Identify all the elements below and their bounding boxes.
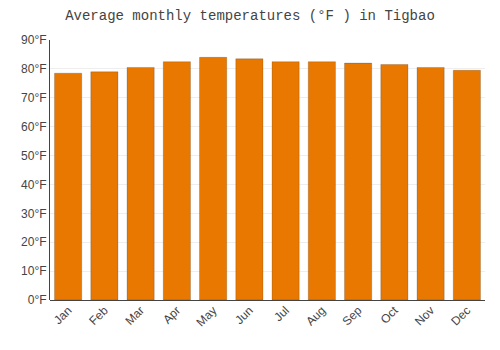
svg-text:30°F: 30°F	[21, 207, 46, 221]
svg-text:Mar: Mar	[122, 303, 147, 328]
svg-text:50°F: 50°F	[21, 149, 46, 163]
svg-text:20°F: 20°F	[21, 235, 46, 249]
svg-text:Average monthly temperatures (: Average monthly temperatures (°F ) in Ti…	[65, 8, 435, 24]
svg-text:May: May	[194, 303, 220, 329]
svg-text:Oct: Oct	[378, 303, 402, 327]
svg-text:70°F: 70°F	[21, 91, 46, 105]
svg-text:Aug: Aug	[303, 303, 328, 328]
svg-text:Dec: Dec	[448, 303, 473, 328]
svg-text:Feb: Feb	[86, 303, 111, 328]
svg-text:Sep: Sep	[339, 303, 364, 328]
svg-text:Jul: Jul	[271, 303, 292, 324]
svg-text:0°F: 0°F	[28, 293, 47, 307]
svg-text:40°F: 40°F	[21, 178, 46, 192]
svg-text:60°F: 60°F	[21, 120, 46, 134]
svg-text:Apr: Apr	[160, 303, 183, 326]
svg-text:10°F: 10°F	[21, 264, 46, 278]
svg-text:Jun: Jun	[232, 303, 256, 327]
svg-text:80°F: 80°F	[21, 62, 46, 76]
svg-text:Nov: Nov	[412, 303, 437, 328]
svg-text:90°F: 90°F	[21, 33, 46, 47]
svg-text:Jan: Jan	[51, 303, 75, 327]
